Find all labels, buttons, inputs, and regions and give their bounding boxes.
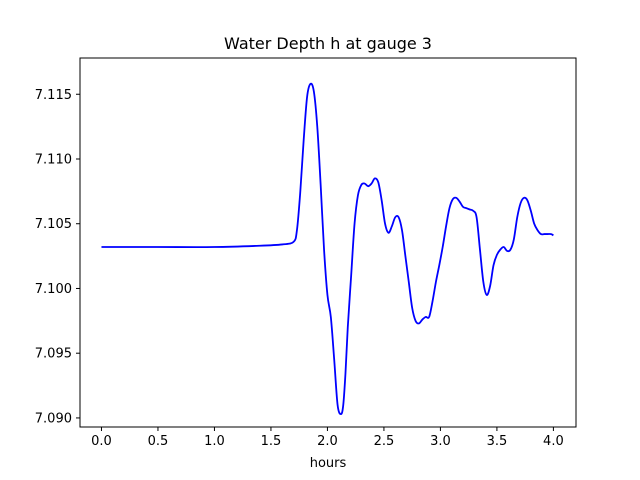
series-line-0: [101, 82, 554, 415]
x-tick-label: 4.0: [543, 434, 564, 449]
plot-frame: [79, 57, 577, 428]
x-tick-label: 0.5: [148, 434, 169, 449]
y-tick-label: 7.110: [35, 152, 72, 167]
x-tick-label: 3.0: [430, 434, 451, 449]
y-axis: 7.090 7.095 7.100 7.105 7.110 7.115: [35, 88, 80, 426]
y-tick-label: 7.090: [35, 411, 72, 426]
y-tick-label: 7.100: [35, 282, 72, 297]
x-tick-label: 1.5: [261, 434, 282, 449]
y-tick-label: 7.105: [35, 217, 72, 232]
x-axis-label: hours: [310, 456, 347, 471]
x-tick-label: 2.0: [317, 434, 338, 449]
y-tick-label: 7.095: [35, 347, 72, 362]
x-tick-label: 1.0: [204, 434, 225, 449]
plot-content: [101, 82, 554, 415]
x-axis: 0.0 0.5 1.0 1.5 2.0 2.5 3.0 3.5 4.0: [91, 427, 564, 449]
x-tick-label: 2.5: [374, 434, 395, 449]
y-tick-label: 7.115: [35, 88, 72, 103]
x-tick-label: 0.0: [91, 434, 112, 449]
chart-title: Water Depth h at gauge 3: [224, 34, 432, 53]
x-tick-label: 3.5: [487, 434, 508, 449]
